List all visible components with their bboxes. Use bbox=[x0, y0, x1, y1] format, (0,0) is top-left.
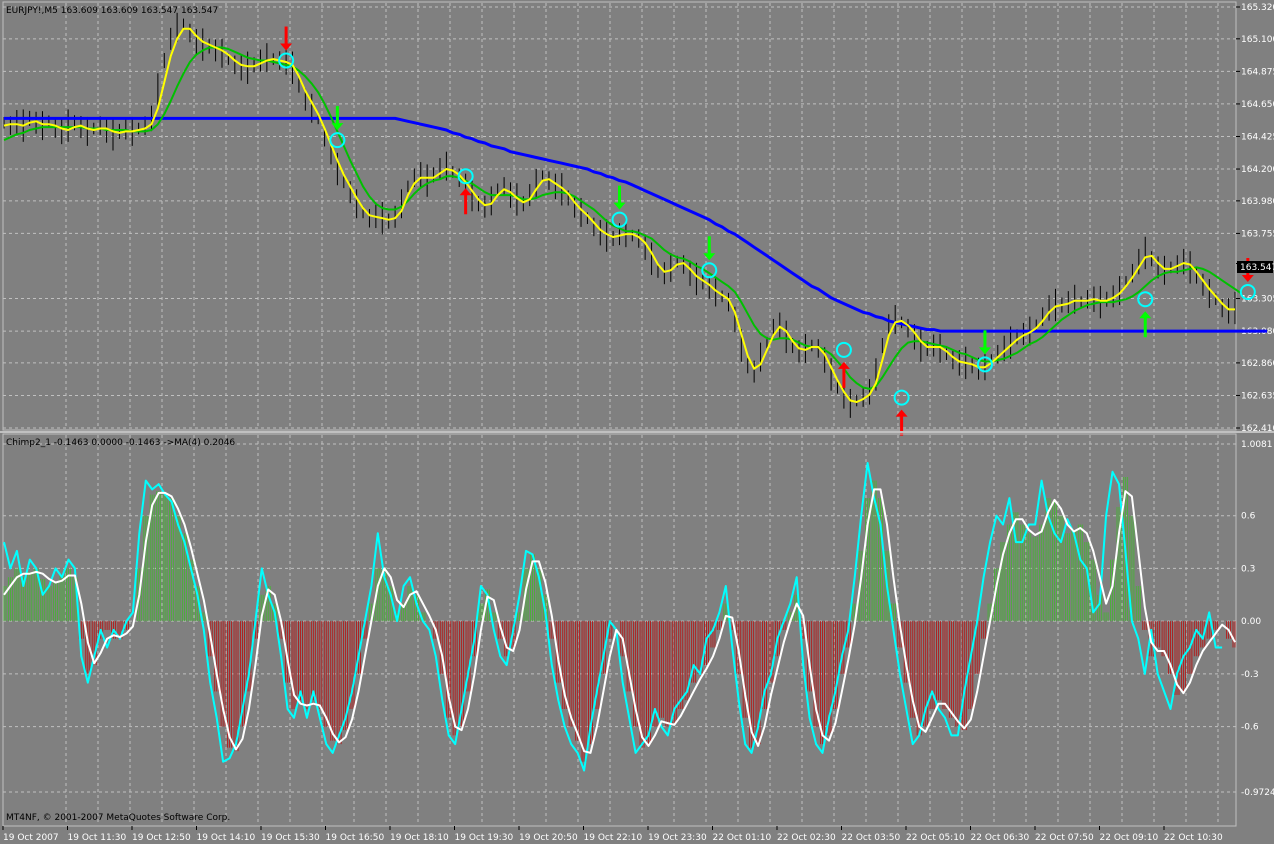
signal-circle bbox=[611, 211, 628, 228]
indicator-pane-frame bbox=[2, 433, 1237, 827]
price-tick-label: 163.755 bbox=[1241, 229, 1274, 239]
price-tick-label: 165.320 bbox=[1241, 3, 1274, 13]
sell-arrow-head bbox=[978, 347, 991, 355]
time-tick-label: 22 Oct 02:30 bbox=[777, 833, 836, 843]
time-tick-label: 22 Oct 01:10 bbox=[713, 833, 772, 843]
indicator-axis: 1.0081 0.6 0.3 0.00 -0.3 -0.6 -0.9724 bbox=[1241, 440, 1274, 798]
time-tick-label: 19 Oct 20:50 bbox=[519, 833, 578, 843]
current-price-marker bbox=[1237, 261, 1273, 273]
indicator-tick-label: 0.6 bbox=[1241, 512, 1256, 522]
price-tick-label: 163.305 bbox=[1241, 295, 1274, 305]
time-tick-label: 19 Oct 12:50 bbox=[132, 833, 191, 843]
signal-circle bbox=[1137, 291, 1154, 308]
indicator-tick-label: -0.9724 bbox=[1241, 788, 1274, 798]
time-tick-label: 22 Oct 10:30 bbox=[1164, 833, 1223, 843]
signal-circle bbox=[701, 262, 718, 279]
price-tick-label: 164.425 bbox=[1241, 132, 1274, 142]
buy-arrow-head bbox=[459, 188, 472, 196]
signal-circle bbox=[1239, 284, 1256, 301]
signal-circle bbox=[457, 168, 474, 185]
time-tick-label: 19 Oct 16:50 bbox=[326, 833, 385, 843]
oscillator-ma-line bbox=[3, 488, 1236, 754]
price-tick-label: 164.875 bbox=[1241, 67, 1274, 77]
price-tick-label: 162.410 bbox=[1241, 424, 1274, 434]
buy-arrow-head bbox=[837, 361, 850, 369]
slow-ma-line bbox=[3, 46, 1242, 390]
time-tick-label: 19 Oct 2007 bbox=[3, 833, 59, 843]
time-tick-label: 22 Oct 07:50 bbox=[1035, 833, 1094, 843]
price-bars bbox=[3, 12, 1236, 418]
oscillator-line bbox=[3, 462, 1223, 772]
time-tick-label: 19 Oct 14:10 bbox=[197, 833, 256, 843]
indicator-tick-label: -0.6 bbox=[1241, 723, 1259, 733]
time-tick-label: 22 Oct 09:10 bbox=[1100, 833, 1159, 843]
price-tick-label: 162.635 bbox=[1241, 391, 1274, 401]
indicator-header: Chimp2_1 -0.1463 0.0000 -0.1463 ->MA(4) … bbox=[6, 438, 235, 448]
price-tick-label: 164.200 bbox=[1241, 165, 1274, 175]
long-ma-line bbox=[4, 116, 1268, 333]
sell-arrow-head bbox=[280, 43, 293, 51]
buy-arrow-head bbox=[1139, 311, 1152, 319]
signal-circle bbox=[893, 389, 910, 406]
current-price-label: 163.547 bbox=[1240, 263, 1274, 273]
price-header: EURJPY!,M5 163.609 163.609 163.547 163.5… bbox=[6, 6, 218, 16]
signal-circle bbox=[278, 52, 295, 69]
time-tick-label: 22 Oct 03:50 bbox=[842, 833, 901, 843]
indicator-tick-label: -0.3 bbox=[1241, 670, 1259, 680]
sell-arrow-head bbox=[613, 202, 626, 210]
time-tick-label: 19 Oct 15:30 bbox=[261, 833, 320, 843]
indicator-tick-label: 0.00 bbox=[1241, 617, 1261, 627]
price-tick-label: 165.100 bbox=[1241, 35, 1274, 45]
time-tick-label: 19 Oct 11:30 bbox=[68, 833, 127, 843]
indicator-tick-label: 0.3 bbox=[1241, 564, 1255, 574]
signal-circle bbox=[835, 341, 852, 358]
price-tick-label: 162.860 bbox=[1241, 359, 1274, 369]
signal-circle bbox=[329, 132, 346, 149]
price-tick-label: 164.650 bbox=[1241, 100, 1274, 110]
time-tick-label: 19 Oct 18:10 bbox=[390, 833, 449, 843]
time-tick-label: 19 Oct 19:30 bbox=[455, 833, 514, 843]
price-pane-frame bbox=[2, 1, 1237, 431]
moving-averages bbox=[3, 27, 1268, 403]
indicator-tick-label: 1.0081 bbox=[1241, 440, 1273, 450]
sell-arrow-head bbox=[331, 123, 344, 131]
time-tick-label: 19 Oct 22:10 bbox=[584, 833, 643, 843]
price-tick-label: 163.980 bbox=[1241, 197, 1274, 207]
fast-ma-line bbox=[3, 27, 1235, 403]
oscillator-lines bbox=[3, 462, 1236, 772]
sell-arrow-head bbox=[1241, 275, 1254, 283]
indicator-pane[interactable]: 1.0081 0.6 0.3 0.00 -0.3 -0.6 -0.9724 Chimp2_1… bbox=[2, 433, 1274, 827]
signal-circle bbox=[976, 356, 993, 373]
time-tick-label: 22 Oct 05:10 bbox=[906, 833, 965, 843]
copyright-text: MT4NF, © 2001-2007 MetaQuotes Software C… bbox=[6, 813, 230, 823]
time-axis: 19 Oct 2007 19 Oct 11:30 19 Oct 12:50 19 Oc… bbox=[2, 826, 1223, 843]
time-tick-label: 22 Oct 06:30 bbox=[971, 833, 1030, 843]
sell-arrow-head bbox=[703, 253, 716, 261]
time-tick-label: 19 Oct 23:30 bbox=[648, 833, 707, 843]
price-pane[interactable]: 165.320 165.100 164.875 164.650 164.425 164.2… bbox=[2, 1, 1274, 436]
buy-arrow-head bbox=[895, 409, 908, 417]
price-grid bbox=[3, 3, 1236, 429]
